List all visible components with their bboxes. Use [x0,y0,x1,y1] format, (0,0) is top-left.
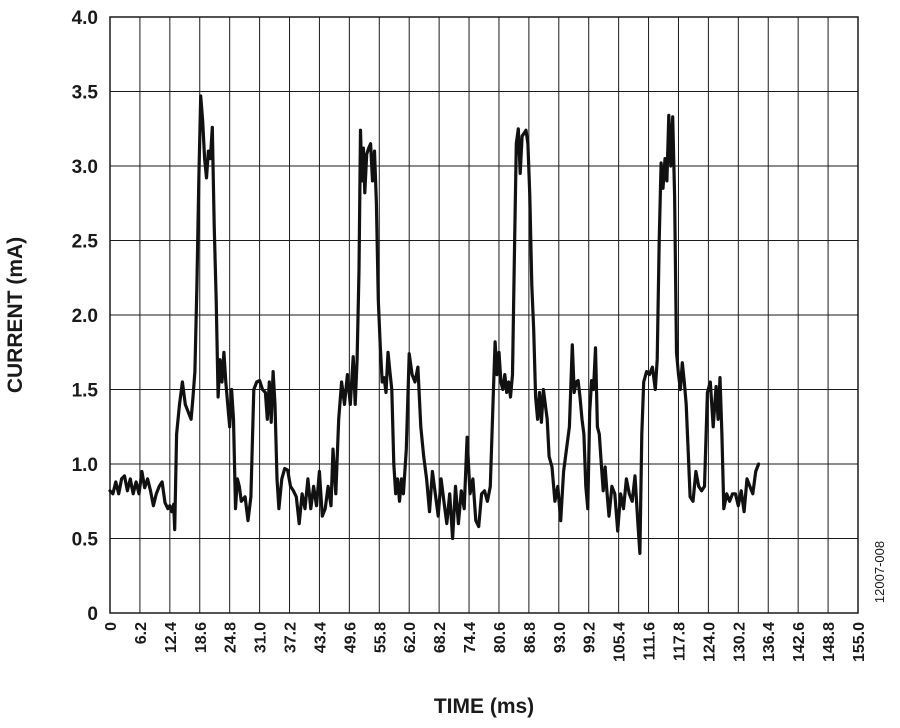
y-tick-label: 1.5 [72,381,99,402]
x-tick-label: 49.6 [342,622,359,653]
y-tick-label: 0.5 [72,530,99,551]
x-tick-label: 74.4 [462,622,479,653]
x-tick-label: 6.2 [133,622,150,644]
x-tick-label: 24.8 [223,622,240,653]
x-tick-label: 18.6 [193,622,210,653]
x-tick-labels: 0 6.2 12.4 18.6 24.8 31.0 37.2 43.4 49.6 55.8 62.0… [103,622,868,662]
x-tick-label: 124.0 [701,622,718,662]
x-tick-label: 0 [103,622,120,631]
x-tick-label: 43.4 [312,622,329,653]
x-tick-label: 99.2 [582,622,599,653]
x-tick-label: 55.8 [372,622,389,653]
x-tick-label: 117.8 [671,622,688,661]
x-tick-label: 80.6 [492,622,509,653]
x-axis-title: TIME (ms) [434,695,534,718]
y-tick-label: 3.5 [72,83,99,104]
y-tick-labels: 0 0.5 1.0 1.5 2.0 2.5 3.0 3.5 4.0 [72,8,99,625]
y-tick-label: 2.5 [72,232,99,253]
x-tick-label: 130.2 [731,622,748,662]
y-tick-label: 2.0 [72,306,98,327]
plot-frame [109,16,859,614]
x-tick-label: 62.0 [402,622,419,653]
series-line-0 [108,94,761,555]
x-tick-label: 86.8 [522,622,539,653]
y-axis-title: CURRENT (mA) [4,237,27,393]
y-tick-label: 3.0 [72,157,98,178]
x-tick-label: 12.4 [163,622,180,653]
x-tick-label: 105.4 [612,622,629,662]
figure-id-label: 12007-008 [872,541,887,603]
x-tick-label: 155.0 [851,622,868,662]
x-tick-label: 142.6 [791,622,808,662]
x-tick-label: 31.0 [253,622,270,653]
y-tick-label: 4.0 [72,8,98,29]
x-tick-label: 37.2 [283,622,300,653]
y-tick-label: 0 [87,604,98,625]
y-tick-label: 1.0 [72,455,98,476]
x-tick-label: 93.0 [552,622,569,653]
series-layer [108,94,761,555]
x-tick-label: 148.8 [821,622,838,662]
x-tick-label: 68.2 [432,622,449,653]
x-tick-label: 111.6 [642,622,659,660]
x-tick-label: 136.4 [761,622,778,662]
